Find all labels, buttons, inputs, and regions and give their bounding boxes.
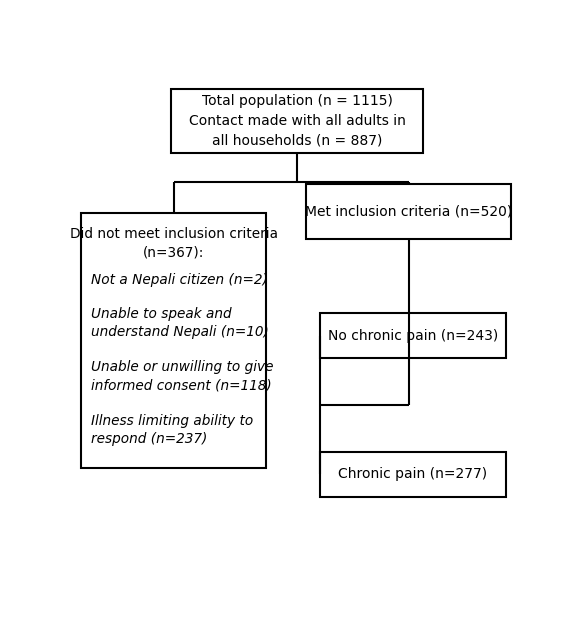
Text: No chronic pain (n=243): No chronic pain (n=243) <box>328 329 498 343</box>
FancyBboxPatch shape <box>320 451 506 497</box>
Text: Chronic pain (n=277): Chronic pain (n=277) <box>339 467 488 481</box>
Text: Unable to speak and
understand Nepali (n=10): Unable to speak and understand Nepali (n… <box>92 307 269 339</box>
FancyBboxPatch shape <box>172 89 423 153</box>
FancyBboxPatch shape <box>81 213 266 468</box>
FancyBboxPatch shape <box>320 313 506 358</box>
Text: Unable or unwilling to give
informed consent (n=118): Unable or unwilling to give informed con… <box>92 360 274 392</box>
Text: Illness limiting ability to
respond (n=237): Illness limiting ability to respond (n=2… <box>92 414 253 446</box>
Text: Met inclusion criteria (n=520): Met inclusion criteria (n=520) <box>305 205 512 219</box>
FancyBboxPatch shape <box>306 184 511 239</box>
Text: Not a Nepali citizen (n=2): Not a Nepali citizen (n=2) <box>92 273 269 286</box>
Text: Total population (n = 1115)
Contact made with all adults in
all households (n = : Total population (n = 1115) Contact made… <box>189 94 405 148</box>
Text: Did not meet inclusion criteria
(n=367):: Did not meet inclusion criteria (n=367): <box>70 227 278 260</box>
